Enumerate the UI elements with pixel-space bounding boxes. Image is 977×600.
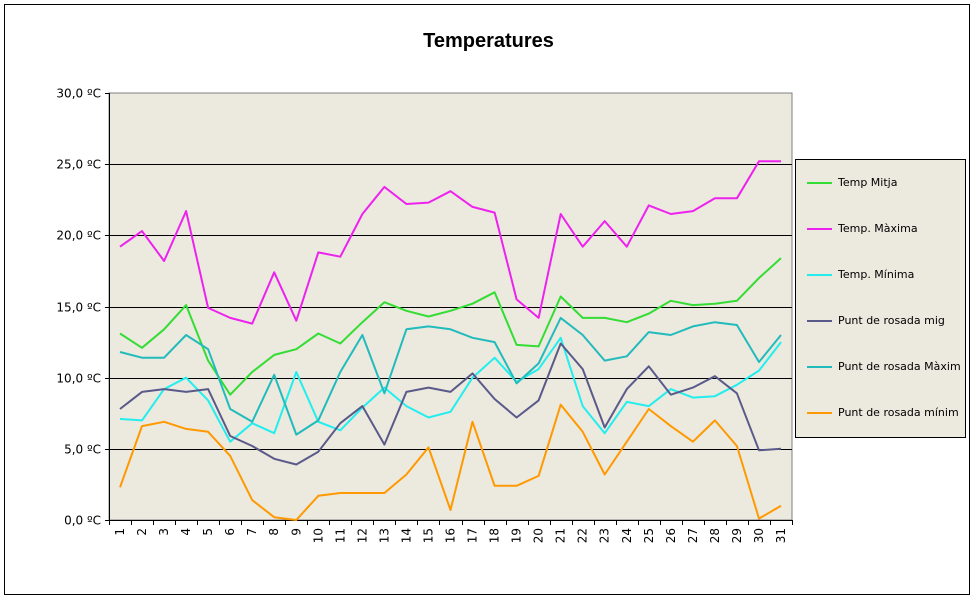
- legend-label: Temp Mitja: [838, 176, 898, 189]
- x-tick-label: 25: [642, 528, 656, 543]
- x-tick-label: 24: [620, 528, 634, 543]
- x-tick-label: 13: [377, 528, 391, 543]
- x-tick-label: 19: [510, 528, 524, 543]
- x-tick-label: 22: [576, 528, 590, 543]
- legend-label: Punt de rosada mínim: [838, 406, 959, 419]
- x-tick-label: 16: [444, 528, 458, 543]
- x-tick-label: 12: [355, 528, 369, 543]
- x-tick-label: 10: [311, 528, 325, 543]
- y-tick-label: 5,0 ºC: [64, 443, 101, 457]
- x-tick-label: 18: [488, 528, 502, 543]
- y-tick-label: 15,0 ºC: [56, 301, 101, 315]
- series-line-1: [119, 257, 782, 396]
- x-tick-label: 29: [730, 528, 744, 543]
- y-axis-tick-labels: 0,0 ºC 5,0 ºC 10,0 ºC 15,0 ºC 20,0 ºC 25,0 ºC…: [56, 87, 101, 528]
- y-tick-label: 25,0 ºC: [56, 158, 101, 172]
- x-tick-label: 26: [664, 528, 678, 543]
- legend-swatch: [807, 320, 832, 322]
- x-tick-label: 30: [752, 528, 766, 543]
- x-tick-label: 3: [157, 528, 171, 536]
- legend-item: Punt de rosada mig: [796, 313, 967, 329]
- x-tick-label: 17: [466, 528, 480, 543]
- legend-item: Punt de rosada mínim: [796, 405, 967, 421]
- gridlines: [105, 93, 793, 525]
- x-tick-label: 7: [245, 528, 259, 536]
- legend-label: Temp. Màxima: [838, 222, 918, 235]
- x-tick-label: 23: [598, 528, 612, 543]
- x-tick-label: 14: [399, 528, 413, 543]
- plot-background: [108, 92, 793, 521]
- y-tick-label: 0,0 ºC: [64, 514, 101, 528]
- legend-swatch: [807, 182, 832, 184]
- x-tick-label: 28: [708, 528, 722, 543]
- x-axis-tick-labels: 1 2 3 4 5 6 7 8 9 10 11 12 13 14 15 16 17 18 19 20 21 22 23 24 2…: [113, 528, 788, 543]
- x-tick-label: 31: [774, 528, 788, 543]
- legend-item: Temp. Màxima: [796, 221, 967, 237]
- legend-swatch: [807, 366, 832, 368]
- x-tick-label: 20: [532, 528, 546, 543]
- legend-swatch: [807, 412, 832, 414]
- x-tick-label: 15: [421, 528, 435, 543]
- legend-label: Punt de rosada Màxim: [838, 360, 961, 373]
- legend-item: Punt de rosada Màxim: [796, 359, 967, 375]
- x-tick-label: 1: [113, 528, 127, 536]
- legend-label: Temp. Mínima: [838, 268, 915, 281]
- legend-item: Temp. Mínima: [796, 267, 967, 283]
- legend-item: Temp Mitja: [796, 175, 967, 191]
- series-line-2: [119, 160, 781, 325]
- y-tick-label: 10,0 ºC: [56, 372, 101, 386]
- legend-label: Punt de rosada mig: [838, 314, 945, 327]
- x-tick-label: 8: [267, 528, 281, 536]
- legend: Temp Mitja Temp. Màxima Temp. Mínima Punt d…: [795, 159, 966, 438]
- x-tick-label: 2: [135, 528, 149, 536]
- x-tick-label: 11: [333, 528, 347, 543]
- series-line-3: [119, 336, 782, 443]
- series-line-5: [119, 316, 782, 436]
- x-tick-label: 6: [223, 528, 237, 536]
- x-tick-label: 21: [554, 528, 568, 543]
- chart-title: Temperatures: [423, 30, 554, 52]
- y-tick-label: 30,0 ºC: [56, 87, 101, 101]
- series-line-4: [119, 342, 782, 466]
- x-tick-label: 9: [289, 528, 303, 536]
- legend-swatch: [807, 228, 832, 230]
- legend-swatch: [807, 274, 832, 276]
- series-line-6: [119, 403, 782, 521]
- x-tick-label: 4: [179, 528, 193, 536]
- x-tick-label: 27: [686, 528, 700, 543]
- series-lines: [119, 160, 782, 521]
- x-tick-label: 5: [201, 528, 215, 536]
- y-tick-label: 20,0 ºC: [56, 229, 101, 243]
